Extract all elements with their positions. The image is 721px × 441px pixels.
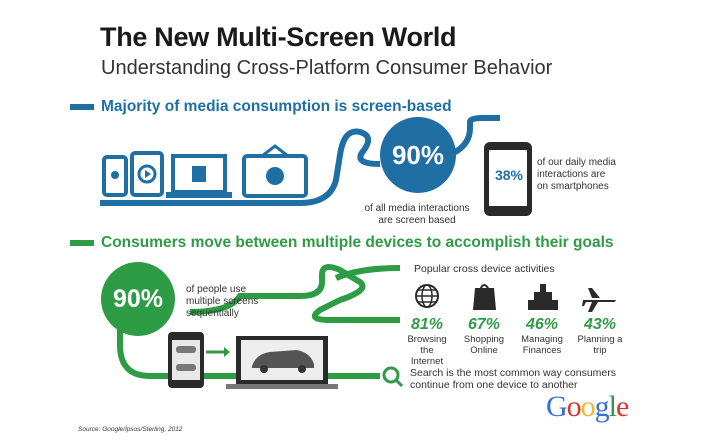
phone-device-image — [168, 332, 204, 388]
activity-label-line2: trip — [593, 345, 607, 356]
section2-caption-line2: multiple screens — [186, 296, 259, 307]
phone-stat-caption: of our daily media interactions are on s… — [537, 157, 616, 193]
smartphone-icon — [102, 155, 128, 197]
activity-label-line1: Shopping — [463, 334, 505, 345]
section2-caption-line1: of people use — [186, 284, 247, 295]
blue-flow-line — [100, 128, 381, 206]
section2-stat-caption: of people use multiple screens sequentia… — [186, 284, 258, 320]
phone-caption-line2: interactions are — [537, 169, 606, 180]
shopping-bag-icon — [473, 284, 496, 310]
activity-pct: 46% — [525, 316, 559, 333]
source-note: Source: Google/Ipsos/Sterling, 2012 — [78, 426, 183, 433]
phone-caption-line3: on smartphones — [537, 181, 609, 192]
search-caption: Search is the most common way consumers … — [410, 367, 616, 391]
section2-caption-line3: sequentially — [186, 308, 239, 319]
search-caption-line1: Search is the most common way consumers — [410, 367, 616, 379]
activity-travel: 43% Planning a trip — [576, 316, 624, 356]
large-smartphone-icon — [484, 142, 532, 216]
finance-bars-icon — [528, 284, 558, 310]
green-flow-line-3 — [334, 265, 401, 281]
tablet-play-icon — [130, 151, 164, 197]
section1-stat-caption-line2: are screen based — [378, 215, 456, 226]
activity-pct: 81% — [410, 316, 444, 333]
section2-stat-value: 90% — [112, 284, 164, 313]
section1-stat-value: 90% — [391, 139, 445, 170]
activity-label-line2: Finances — [522, 345, 562, 356]
phone-stat-value: 38% — [494, 167, 524, 183]
section1-stat-caption: of all media interactions are screen bas… — [352, 203, 482, 227]
section2-stat-circle: 90% — [101, 262, 175, 336]
activity-label-line2: Online — [470, 345, 498, 356]
section1-bar — [70, 104, 94, 110]
activity-browsing: 81% Browsing the Internet — [404, 316, 450, 367]
activity-pct: 67% — [467, 316, 501, 333]
blue-flow-line-2 — [439, 115, 500, 161]
search-icon — [382, 366, 404, 388]
airplane-icon — [582, 288, 616, 312]
section2-bar — [70, 240, 94, 246]
activity-finances: 46% Managing Finances — [518, 316, 566, 356]
green-flow-line — [117, 312, 380, 379]
search-caption-line2: continue from one device to another — [410, 379, 578, 391]
activity-shopping: 67% Shopping Online — [461, 316, 507, 356]
globe-icon — [415, 284, 439, 308]
laptop-device-image — [226, 336, 338, 389]
television-icon — [242, 144, 308, 198]
activity-label-line1: Managing — [521, 334, 563, 345]
phone-caption-line1: of our daily media — [537, 157, 616, 168]
google-logo: Google — [546, 390, 629, 423]
page-subtitle: Understanding Cross-Platform Consumer Be… — [101, 57, 553, 79]
activity-label-line1: Browsing — [407, 334, 447, 345]
section1-heading: Majority of media consumption is screen-… — [101, 98, 452, 115]
laptop-icon — [166, 154, 232, 198]
activities-title: Popular cross device activities — [414, 263, 555, 275]
page-title: The New Multi-Screen World — [100, 22, 457, 52]
section2-heading: Consumers move between multiple devices … — [101, 234, 614, 251]
green-flow-line-2 — [189, 263, 400, 323]
activity-label-line2: the Internet — [410, 345, 444, 367]
activity-label-line1: Planning a — [577, 334, 623, 345]
section1-stat-caption-line1: of all media interactions — [364, 203, 470, 214]
activity-pct: 43% — [583, 316, 617, 333]
section1-stat-circle: 90% — [380, 117, 456, 193]
